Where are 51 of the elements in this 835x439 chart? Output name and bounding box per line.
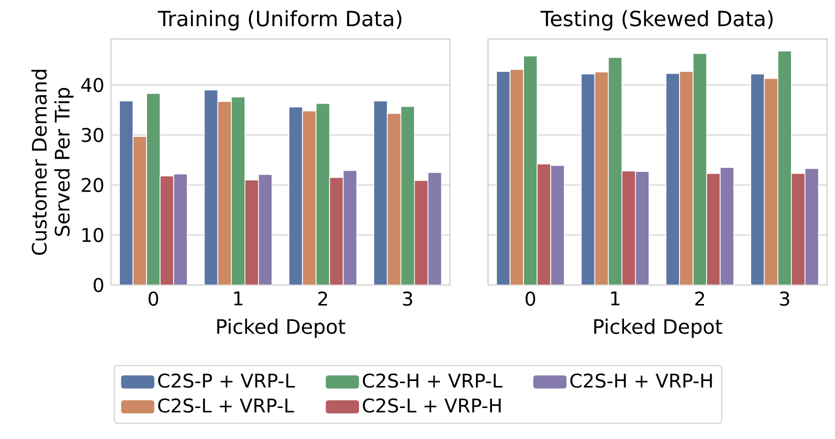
bar — [400, 106, 415, 285]
bar — [204, 90, 218, 285]
y-tick-label: 30 — [82, 128, 104, 142]
bar — [706, 173, 721, 285]
x-tick-label: 2 — [318, 292, 327, 306]
bar — [343, 170, 357, 285]
x-axis-title: Picked Depot — [217, 318, 346, 338]
y-tick-label: 10 — [82, 228, 104, 242]
bar — [428, 172, 442, 285]
legend-label: C2S-L + VRP-L — [158, 398, 294, 413]
bar — [373, 100, 388, 285]
bar — [244, 180, 259, 285]
bar — [316, 103, 330, 285]
bar — [173, 174, 188, 285]
x-tick-label: 0 — [148, 292, 158, 306]
x-tick-label: 2 — [695, 292, 704, 306]
legend-label: C2S-H + VRP-H — [570, 373, 712, 388]
bar — [764, 78, 778, 285]
bar — [258, 174, 272, 285]
bar — [288, 106, 303, 285]
bar — [594, 72, 609, 285]
bar — [791, 173, 806, 285]
x-tick-label: 3 — [403, 292, 412, 306]
bar — [386, 113, 402, 285]
legend-label: C2S-P + VRP-L — [158, 373, 295, 388]
bar — [414, 180, 428, 285]
y-tick-label: 40 — [81, 78, 104, 92]
bar — [230, 96, 246, 285]
bar — [622, 170, 636, 285]
bar — [302, 110, 316, 285]
x-tick-label: 1 — [234, 292, 242, 306]
x-axis-title: Picked Depot — [594, 318, 722, 338]
bar — [119, 100, 134, 285]
bar — [217, 101, 232, 285]
bar — [330, 177, 344, 285]
y-axis-title: Customer Demand Served Per Trip — [31, 70, 74, 255]
bar — [536, 164, 552, 285]
x-tick-label: 3 — [780, 292, 790, 306]
y-tick-label: 0 — [94, 278, 104, 292]
x-tick-label: 1 — [611, 292, 620, 306]
bar — [510, 69, 524, 285]
bar — [160, 176, 174, 285]
chart-title: Testing (Skewed Data) — [540, 10, 773, 31]
legend-label: C2S-H + VRP-L — [362, 373, 502, 388]
x-tick-label: 0 — [526, 292, 536, 306]
bar — [132, 136, 147, 285]
y-tick-label: 20 — [82, 178, 104, 192]
bar — [679, 71, 694, 285]
legend-label: C2S-L + VRP-H — [362, 398, 501, 413]
chart-title: Training (Uniform Data) — [158, 10, 402, 31]
bar — [146, 93, 161, 285]
